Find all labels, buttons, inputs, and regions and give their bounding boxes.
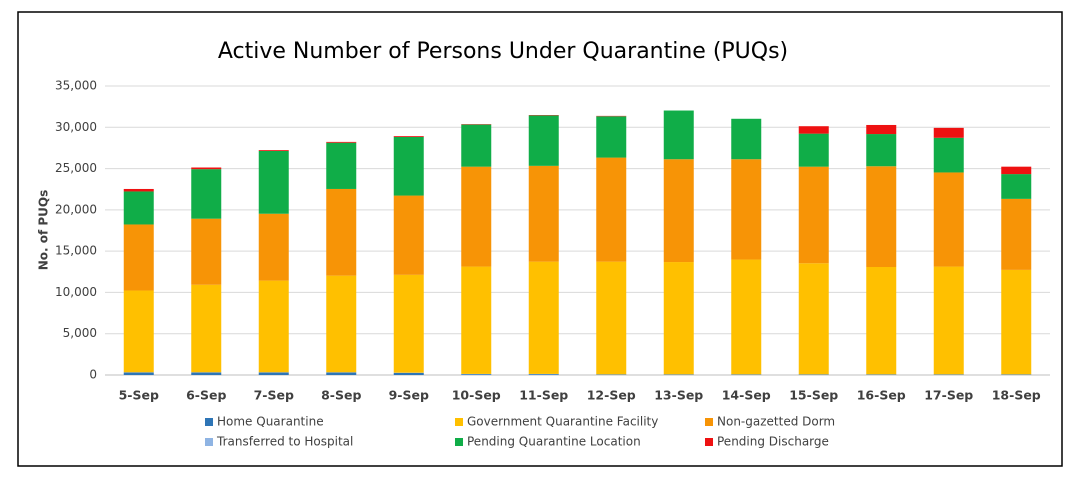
bar-segment xyxy=(191,167,222,170)
bar-segment xyxy=(393,372,424,375)
bar-segment xyxy=(933,137,964,173)
x-tick-label: 16-Sep xyxy=(857,388,906,403)
y-tick-label: 35,000 xyxy=(55,79,97,93)
bar-segment xyxy=(731,259,762,375)
y-tick-label: 25,000 xyxy=(55,161,97,175)
bar-segment xyxy=(528,374,559,375)
bar-segment xyxy=(866,124,897,135)
bar-segment xyxy=(866,166,897,267)
bar-segment xyxy=(596,157,627,262)
legend-label: Home Quarantine xyxy=(217,415,324,429)
bar-segment xyxy=(528,165,559,262)
x-tick-label: 5-Sep xyxy=(119,388,159,403)
bar-segment xyxy=(461,124,492,167)
bar-segment xyxy=(191,169,222,219)
bar-segment xyxy=(528,115,559,166)
bar-segment xyxy=(461,374,492,375)
bar-segment xyxy=(191,372,222,375)
x-tick-label: 18-Sep xyxy=(992,388,1041,403)
legend-label: Pending Quarantine Location xyxy=(467,435,641,449)
bar-segment xyxy=(258,280,289,373)
bar-segment xyxy=(663,159,694,263)
y-tick-label: 30,000 xyxy=(55,120,97,134)
legend-swatch xyxy=(455,418,463,426)
x-tick-label: 17-Sep xyxy=(924,388,973,403)
x-tick-label: 10-Sep xyxy=(452,388,501,403)
bar-segment xyxy=(258,150,289,151)
y-tick-label: 0 xyxy=(89,368,97,382)
bar-segment xyxy=(326,372,357,375)
bar-segment xyxy=(933,172,964,267)
y-tick-label: 10,000 xyxy=(55,285,97,299)
legend-swatch xyxy=(205,418,213,426)
bar-segment xyxy=(596,116,627,158)
x-tick-label: 7-Sep xyxy=(254,388,294,403)
y-tick-label: 20,000 xyxy=(55,202,97,216)
bar-segment xyxy=(731,159,762,260)
bar-segment xyxy=(326,188,357,276)
bar-segment xyxy=(731,118,762,160)
bar-segment xyxy=(1001,166,1032,175)
legend-label: Government Quarantine Facility xyxy=(467,415,658,429)
bar-segment xyxy=(326,142,357,189)
bar-segment xyxy=(191,284,222,373)
bar-segment xyxy=(1001,198,1032,270)
x-tick-label: 8-Sep xyxy=(321,388,361,403)
bar-segment xyxy=(866,134,897,167)
legend-label: Transferred to Hospital xyxy=(216,435,353,449)
bar-segment xyxy=(393,274,424,373)
bar-segment xyxy=(123,188,154,192)
bar-segment xyxy=(393,136,424,137)
y-tick-label: 5,000 xyxy=(63,326,97,340)
legend-swatch xyxy=(705,418,713,426)
y-axis-label: No. of PUQs xyxy=(37,190,51,271)
bar-segment xyxy=(393,195,424,275)
bar-segment xyxy=(326,275,357,373)
bar-segment xyxy=(123,191,154,225)
bar-segment xyxy=(528,261,559,374)
legend-label: Non-gazetted Dorm xyxy=(717,415,835,429)
legend-swatch xyxy=(705,438,713,446)
bar-segment xyxy=(123,224,154,291)
bar-segment xyxy=(596,261,627,375)
x-tick-label: 6-Sep xyxy=(186,388,226,403)
bar-segment xyxy=(1001,269,1032,375)
bar-segment xyxy=(191,218,222,285)
bar-segment xyxy=(258,372,289,375)
bar-segment xyxy=(663,110,694,160)
bar-segment xyxy=(798,166,829,264)
y-tick-label: 15,000 xyxy=(55,244,97,258)
legend-label: Pending Discharge xyxy=(717,435,829,449)
bar-segment xyxy=(933,127,964,138)
bar-segment xyxy=(393,136,424,196)
bar-segment xyxy=(866,266,897,375)
x-tick-label: 15-Sep xyxy=(789,388,838,403)
chart-title: Active Number of Persons Under Quarantin… xyxy=(218,39,788,64)
bar-segment xyxy=(123,372,154,375)
bar-segment xyxy=(1001,174,1032,199)
x-tick-label: 9-Sep xyxy=(389,388,429,403)
bar-segment xyxy=(258,150,289,214)
bar-segment xyxy=(461,266,492,374)
bar-segment xyxy=(326,141,357,143)
bar-segment xyxy=(663,262,694,375)
legend-swatch xyxy=(205,438,213,446)
bar-segment xyxy=(798,263,829,375)
bar-segment xyxy=(258,213,289,281)
x-tick-label: 11-Sep xyxy=(519,388,568,403)
bar-segment xyxy=(461,166,492,267)
bar-segment xyxy=(123,290,154,373)
bar-segment xyxy=(798,126,829,134)
bar-segment xyxy=(933,266,964,375)
legend-swatch xyxy=(455,438,463,446)
x-tick-label: 14-Sep xyxy=(722,388,771,403)
x-tick-label: 12-Sep xyxy=(587,388,636,403)
x-tick-label: 13-Sep xyxy=(654,388,703,403)
bar-segment xyxy=(798,133,829,167)
